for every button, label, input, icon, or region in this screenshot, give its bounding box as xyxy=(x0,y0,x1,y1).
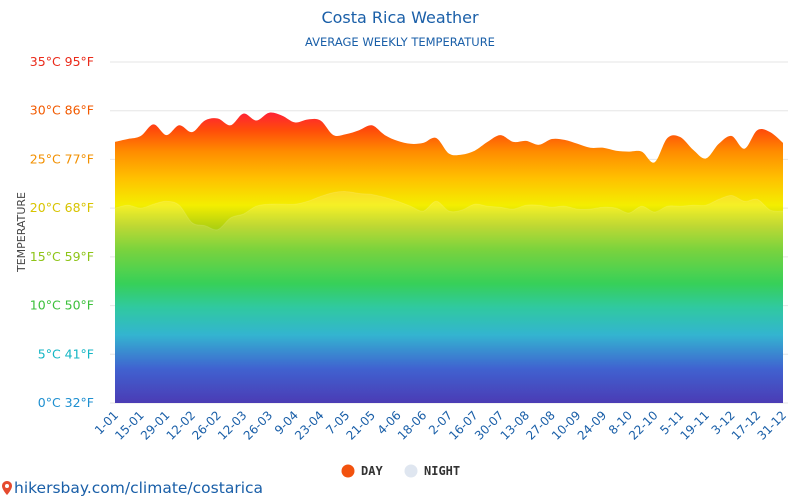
x-tick-label: 31-12 xyxy=(755,408,790,443)
legend-item-night[interactable]: NIGHT xyxy=(404,464,461,478)
x-tick-label: 22-10 xyxy=(626,408,661,443)
x-axis-ticks: 1-0115-0129-0112-0226-0212-0326-039-0423… xyxy=(92,408,789,443)
legend-day-swatch xyxy=(341,464,355,478)
legend-night-swatch xyxy=(404,464,418,478)
chart-subtitle: AVERAGE WEEKLY TEMPERATURE xyxy=(305,35,495,49)
legend-item-day[interactable]: DAY xyxy=(341,464,384,478)
y-tick-label: 15°C 59°F xyxy=(30,249,94,264)
x-tick-label: 18-06 xyxy=(395,408,430,443)
y-axis-ticks: 0°C 32°F 5°C 41°F 10°C 50°F 15°C 59°F 20°C 6… xyxy=(30,54,94,410)
y-axis-title: TEMPERATURE xyxy=(15,192,28,273)
night-temperature-overlay xyxy=(115,191,783,403)
x-tick-label: 26-03 xyxy=(241,408,276,443)
y-tick-label: 30°C 86°F xyxy=(30,103,94,118)
x-tick-label: 19-11 xyxy=(677,408,712,443)
plot-area xyxy=(114,112,784,403)
legend-day-label: DAY xyxy=(361,464,383,478)
chart-title: Costa Rica Weather xyxy=(321,8,479,27)
y-tick-label: 5°C 41°F xyxy=(38,346,94,361)
y-tick-label: 10°C 50°F xyxy=(30,298,94,313)
source-link[interactable]: hikersbay.com/climate/costarica xyxy=(2,479,263,497)
y-tick-label: 20°C 68°F xyxy=(30,200,94,215)
legend-night-label: NIGHT xyxy=(424,464,460,478)
x-tick-label: 21-05 xyxy=(343,408,378,443)
y-tick-label: 25°C 77°F xyxy=(30,151,94,166)
legend: DAY NIGHT xyxy=(341,464,461,478)
day-temperature-area xyxy=(115,112,783,403)
map-pin-icon xyxy=(2,481,12,495)
x-tick-label: 24-09 xyxy=(575,408,610,443)
y-tick-label: 35°C 95°F xyxy=(30,54,94,69)
y-tick-label: 0°C 32°F xyxy=(38,395,94,410)
x-tick-label: 23-04 xyxy=(292,408,327,443)
source-text: hikersbay.com/climate/costarica xyxy=(14,479,264,497)
night-temperature-line xyxy=(114,191,784,231)
